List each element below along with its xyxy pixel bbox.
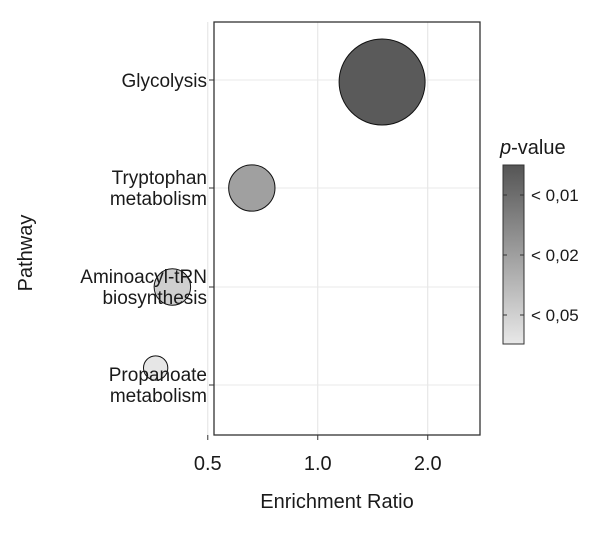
legend-label: < 0,01 xyxy=(531,186,579,205)
x-tick-label: 0.5 xyxy=(194,453,222,475)
y-tick-label: Glycolysis xyxy=(121,71,207,92)
y-ticks: Glycolysis Tryptophan metabolism Aminoacyl-… xyxy=(80,71,214,407)
bubble xyxy=(153,268,192,306)
bubble xyxy=(338,38,426,126)
bubble xyxy=(142,355,169,381)
y-tick-label: Propanoate metabolism xyxy=(109,365,207,407)
bubble xyxy=(228,164,276,212)
x-axis-label: Enrichment Ratio xyxy=(260,491,413,513)
legend: p-value < 0,01 < 0,02 < 0,05 xyxy=(499,137,579,345)
x-tick-label: 2.0 xyxy=(414,453,442,475)
bubbles xyxy=(142,38,426,381)
x-tick-label: 1.0 xyxy=(304,453,332,475)
legend-label: < 0,05 xyxy=(531,306,579,325)
plot-frame xyxy=(213,21,481,436)
legend-label: < 0,02 xyxy=(531,246,579,265)
y-tick-label: Aminoacyl-tRN biosynthesis xyxy=(80,267,207,309)
gridlines xyxy=(207,22,480,435)
y-axis-label: Pathway xyxy=(15,215,37,292)
legend-title: p-value xyxy=(499,137,566,159)
y-tick-label: Tryptophan metabolism xyxy=(110,168,207,210)
x-ticks: 0.5 1.0 2.0 xyxy=(194,435,442,475)
